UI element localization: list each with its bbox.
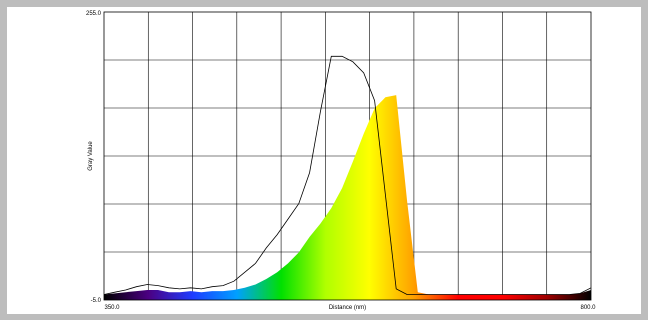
x-axis-title: Distance (nm): [329, 305, 366, 311]
y-axis-title: Gray Value: [88, 141, 94, 171]
y-tick-top: 255.0: [86, 11, 102, 17]
y-tick-bottom: -5.0: [91, 298, 102, 304]
plot-border: [103, 11, 592, 301]
outline-series-line: [104, 55, 591, 295]
x-tick-right: 800.0: [580, 305, 596, 311]
filled-series-area: [104, 95, 591, 300]
x-tick-left: 350.0: [104, 305, 120, 311]
